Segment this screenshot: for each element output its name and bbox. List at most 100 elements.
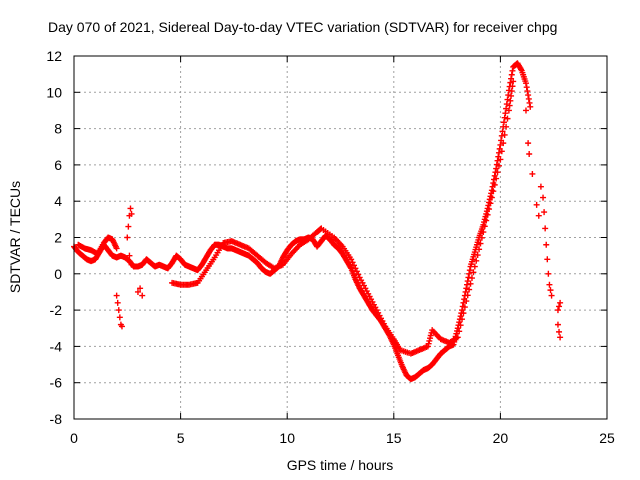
data-point-fill — [363, 297, 370, 304]
data-point — [480, 229, 487, 236]
data-point-fill — [494, 157, 501, 164]
data-point-fill — [473, 257, 480, 264]
data-point — [554, 307, 561, 314]
data-point-fill — [461, 304, 468, 311]
y-tick-label: -2 — [50, 302, 63, 318]
data-point-fill — [475, 236, 482, 243]
gridlines — [74, 56, 607, 419]
x-tick-label: 5 — [177, 430, 185, 446]
data-point — [127, 205, 134, 212]
data-point-fill — [525, 92, 532, 99]
data-point-fill — [462, 288, 469, 295]
data-point-fill — [491, 181, 498, 188]
data-point-fill — [423, 344, 430, 351]
data-point-fill — [342, 255, 349, 262]
data-point-fill — [287, 252, 294, 259]
data-point-fill — [206, 249, 213, 256]
data-point-fill — [167, 261, 174, 268]
data-point-fill — [201, 256, 208, 263]
data-point-fill — [449, 341, 456, 348]
data-point-fill — [317, 226, 324, 233]
data-point-fill — [349, 259, 356, 266]
data-point-fill — [355, 271, 362, 278]
y-tick-label: -4 — [50, 338, 63, 354]
data-point — [556, 328, 563, 335]
data-point — [139, 292, 146, 299]
data-point — [510, 78, 517, 85]
data-point-fill — [524, 88, 531, 95]
data-point — [128, 261, 135, 268]
data-point-fill — [351, 262, 358, 269]
data-point-fill — [525, 95, 532, 102]
data-point-fill — [500, 119, 507, 126]
data-point — [505, 107, 512, 114]
data-point-fill — [460, 310, 467, 317]
data-point-fill — [493, 175, 500, 182]
data-point-fill — [505, 92, 512, 99]
data-point — [125, 223, 132, 230]
data-point — [557, 334, 564, 341]
data-point-fill — [517, 65, 524, 72]
y-tick-label: 4 — [54, 193, 62, 209]
data-point — [540, 194, 547, 201]
x-axis-label: GPS time / hours — [287, 457, 394, 473]
data-point-fill — [523, 84, 530, 91]
y-tick-label: 10 — [46, 84, 62, 100]
y-tick-label: 12 — [46, 48, 62, 64]
data-point-fill — [235, 241, 242, 248]
data-point — [114, 299, 121, 306]
x-tick-label: 15 — [386, 430, 402, 446]
data-point-fill — [456, 319, 463, 326]
data-point-fill — [414, 347, 421, 354]
y-axis-label: SDTVAR / TECUs — [7, 181, 23, 293]
data-point — [113, 292, 120, 299]
data-point — [471, 263, 478, 270]
data-point — [137, 285, 144, 292]
data-point-fill — [380, 320, 387, 327]
data-point-fill — [487, 200, 494, 207]
data-point-fill — [201, 269, 208, 276]
data-point-fill — [477, 240, 484, 247]
data-point — [545, 270, 552, 277]
data-point-fill — [526, 99, 533, 106]
data-point — [116, 314, 123, 321]
data-point-fill — [495, 162, 502, 169]
data-point-fill — [468, 275, 475, 282]
data-point-fill — [347, 264, 354, 271]
data-point — [547, 287, 554, 294]
data-point-fill — [483, 217, 490, 224]
data-points — [71, 60, 564, 383]
data-point-fill — [457, 313, 464, 320]
y-tick-label: 0 — [54, 266, 62, 282]
data-point — [522, 107, 529, 114]
data-point — [526, 151, 533, 158]
data-point-fill — [466, 286, 473, 293]
data-point-fill — [457, 322, 464, 329]
data-point — [537, 183, 544, 190]
data-point-fill — [112, 243, 119, 250]
data-point-fill — [503, 123, 510, 130]
axis-ticks — [73, 55, 608, 420]
data-point — [463, 285, 470, 292]
data-point — [525, 140, 532, 147]
x-tick-label: 10 — [279, 430, 295, 446]
data-point — [124, 234, 131, 241]
data-point — [557, 299, 564, 306]
data-point-fill — [499, 128, 506, 135]
data-point-fill — [210, 256, 217, 263]
y-tick-label: 2 — [54, 230, 62, 246]
x-tick-label: 25 — [599, 430, 615, 446]
data-point — [535, 212, 542, 219]
data-point-fill — [425, 340, 432, 347]
data-point-fill — [466, 267, 473, 274]
data-point-fill — [478, 234, 485, 241]
data-point-fill — [463, 281, 470, 288]
data-point-fill — [363, 288, 370, 295]
data-point-fill — [490, 188, 497, 195]
data-point — [454, 325, 461, 332]
data-point-fill — [470, 269, 477, 276]
data-point-fill — [508, 88, 515, 95]
data-point-fill — [504, 115, 511, 122]
data-point — [463, 298, 470, 305]
data-point — [541, 209, 548, 216]
